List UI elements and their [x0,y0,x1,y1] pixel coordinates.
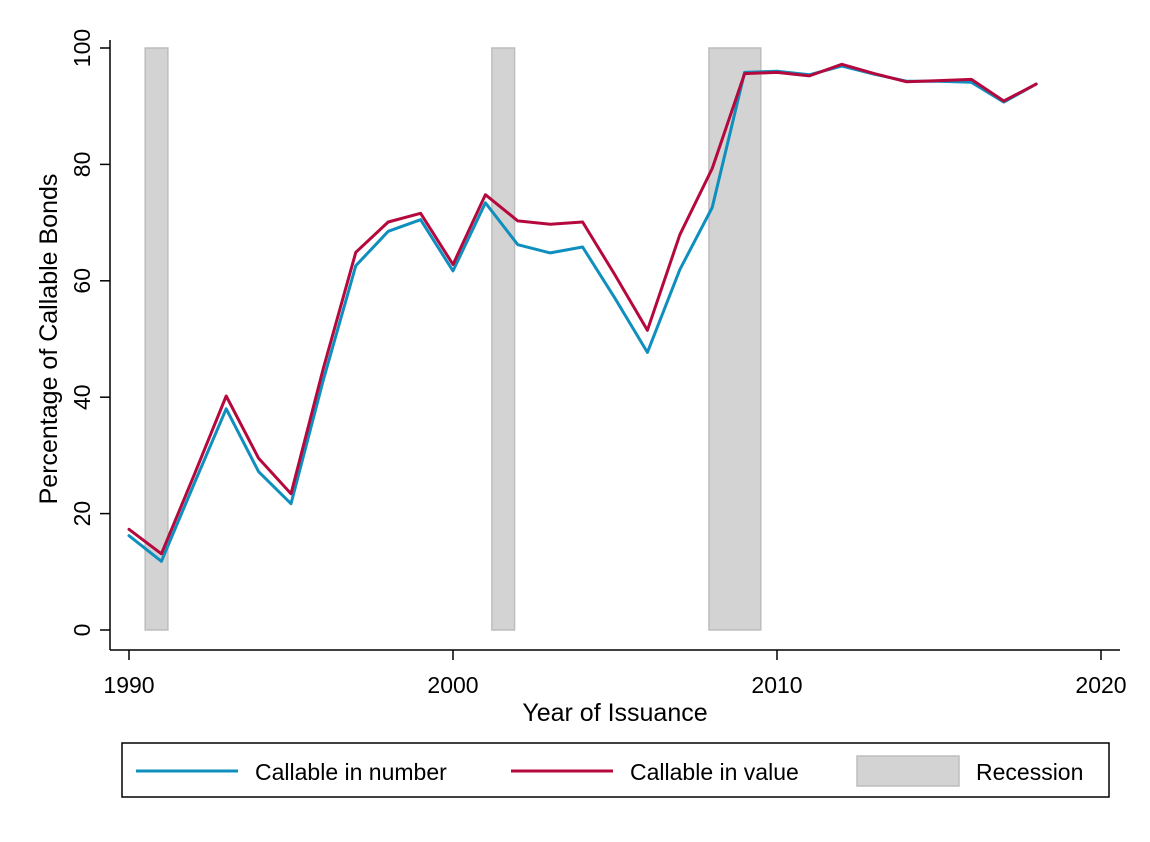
series-line-0 [127,64,1038,563]
series-lines [127,62,1038,563]
legend-label-recession: Recession [976,759,1083,785]
legend-label-number: Callable in number [255,759,447,785]
x-tick-label-3: 2020 [1075,672,1126,698]
legend-swatch-recession [856,755,960,787]
series-points-0 [129,66,1037,562]
x-tick-label-1: 2000 [427,672,478,698]
y-tick-label-5: 100 [69,29,95,67]
recession-bands [144,47,762,631]
y-tick-label-2: 40 [69,384,95,410]
y-axis-label: Percentage of Callable Bonds [35,174,63,505]
recession-band-0 [144,47,169,631]
recession-band-1 [491,47,516,631]
y-tick-label-0: 0 [69,624,95,637]
y-tick-label-3: 60 [69,268,95,294]
x-axis-label: Year of Issuance [522,699,707,727]
recession-band-2 [708,47,762,631]
legend: Callable in number Callable in value Rec… [121,742,1110,798]
series-points-1 [129,64,1037,554]
axes: 0 20 40 60 80 100 1990 2000 2010 2020 [69,29,1127,698]
x-tick-label-2: 2010 [751,672,802,698]
y-tick-label-4: 80 [69,152,95,178]
legend-label-value: Callable in value [630,759,799,785]
y-tick-label-1: 20 [69,501,95,527]
series-line-1 [127,62,1038,556]
x-tick-label-0: 1990 [103,672,154,698]
